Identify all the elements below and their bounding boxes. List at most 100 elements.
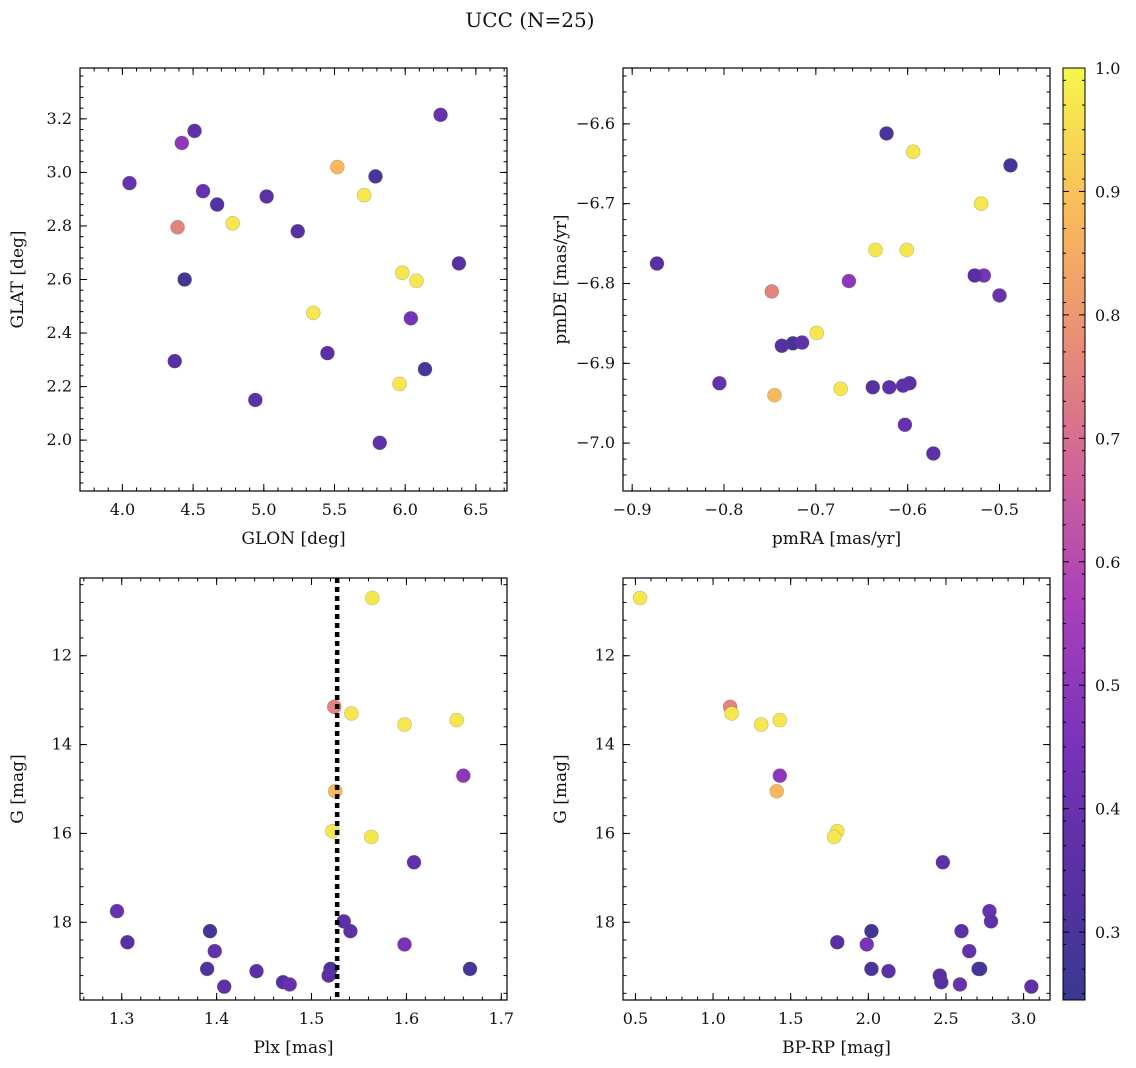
- y-tick-label: 3.2: [47, 109, 72, 128]
- y-tick-label: 2.0: [47, 430, 72, 449]
- x-tick-label: 1.5: [299, 1009, 324, 1028]
- data-point: [248, 392, 263, 408]
- data-point: [120, 934, 135, 950]
- data-point: [170, 219, 185, 235]
- data-point: [364, 829, 379, 845]
- data-point: [833, 381, 848, 397]
- data-point: [971, 961, 986, 977]
- x-axis-label: Plx [mas]: [253, 1038, 333, 1058]
- y-tick-label: 2.6: [47, 270, 72, 289]
- y-tick-label: 18: [52, 912, 72, 931]
- data-point: [249, 963, 264, 979]
- data-point: [864, 923, 879, 939]
- colorbar-tick-label: 0.7: [1095, 429, 1120, 448]
- data-point: [195, 183, 211, 199]
- colorbar-tick-label: 0.9: [1095, 182, 1120, 201]
- data-point: [632, 590, 648, 606]
- data-point: [320, 345, 335, 361]
- colorbar-tick-label: 0.4: [1095, 800, 1120, 819]
- colorbar-tick-label: 0.5: [1095, 676, 1120, 695]
- x-tick-label: 4.0: [110, 500, 135, 519]
- y-axis-label: G [mag]: [551, 754, 571, 823]
- y-axis-label: GLAT [deg]: [8, 230, 28, 328]
- x-tick-label: 4.5: [180, 500, 205, 519]
- data-point: [649, 256, 665, 271]
- data-point: [829, 934, 845, 950]
- data-point: [882, 379, 897, 395]
- x-tick-label: 1.6: [394, 1009, 419, 1028]
- data-point: [769, 783, 785, 799]
- data-point: [225, 215, 241, 231]
- panel-cmd: 0.5 1.0 1.5 2.0 2.5 3.0 12 14 16 18 BP-RP [mag] G […: [551, 577, 1051, 1058]
- data-point: [202, 923, 218, 939]
- x-tick-label: 0.5: [623, 1009, 648, 1028]
- y-tick-label: 14: [52, 735, 72, 754]
- data-point: [905, 144, 921, 160]
- colorbar-tick-label: 0.3: [1095, 923, 1120, 942]
- data-point: [952, 977, 968, 992]
- colorbar-tick-label: 0.6: [1095, 553, 1120, 572]
- data-point: [926, 446, 941, 461]
- panel-glon-glat: 4.0 4.5 5.0 5.5 6.0 6.5 2.0 2.2 2.4 2.6 2.8 3.0 3.2 G…: [8, 67, 508, 549]
- data-point: [456, 768, 471, 783]
- plot-frame: [622, 577, 1051, 1001]
- x-tick-label: 5.5: [322, 500, 347, 519]
- panel-plx-g: 1.3 1.4 1.5 1.6 1.7 12 14 16 18 Plx [mas] G [mag]: [8, 577, 514, 1058]
- x-tick-label: 1.5: [778, 1009, 803, 1028]
- y-axis-label: G [mag]: [8, 754, 28, 823]
- data-point: [330, 159, 345, 175]
- data-point: [406, 854, 422, 870]
- data-point: [932, 968, 948, 983]
- x-tick-label: −0.9: [613, 500, 652, 519]
- data-point: [403, 311, 419, 326]
- x-tick-label: −0.6: [888, 500, 927, 519]
- y-tick-label: 16: [52, 823, 72, 842]
- data-point: [841, 273, 857, 289]
- data-point: [967, 268, 983, 283]
- x-tick-label: 6.5: [463, 500, 488, 519]
- data-point: [321, 968, 336, 983]
- y-tick-label: 12: [52, 646, 72, 665]
- x-tick-label: 1.4: [204, 1009, 229, 1028]
- data-point: [992, 288, 1007, 303]
- colorbar-gradient: [1062, 67, 1086, 1001]
- data-point: [167, 353, 183, 369]
- y-tick-label: −6.9: [576, 353, 615, 372]
- data-point: [290, 224, 306, 239]
- y-tick-label: 2.8: [47, 216, 72, 235]
- data-point: [753, 717, 769, 732]
- data-point: [973, 196, 989, 211]
- colorbar-tick-label: 1.0: [1095, 59, 1120, 78]
- data-point: [216, 979, 232, 994]
- y-tick-label: −7.0: [576, 433, 615, 452]
- data-point: [395, 265, 410, 281]
- data-point: [174, 135, 190, 151]
- x-axis-label: pmRA [mas/yr]: [772, 529, 901, 549]
- data-point: [344, 706, 359, 721]
- x-tick-label: −0.5: [980, 500, 1019, 519]
- data-point: [879, 126, 894, 141]
- x-tick-label: 1.0: [700, 1009, 725, 1028]
- data-point: [826, 829, 842, 845]
- data-point: [764, 284, 780, 299]
- colorbar: 0.3 0.4 0.5 0.6 0.7 0.8 0.9 1.0: [1062, 59, 1120, 1001]
- y-tick-label: 18: [595, 912, 615, 931]
- data-point: [451, 256, 467, 271]
- data-point: [392, 376, 407, 392]
- data-point: [897, 417, 913, 433]
- data-point: [209, 197, 225, 212]
- y-tick-label: 2.2: [47, 377, 72, 396]
- data-point: [449, 712, 465, 728]
- data-point: [122, 175, 137, 191]
- y-tick-label: 3.0: [47, 162, 72, 181]
- data-point: [865, 379, 881, 395]
- x-tick-label: 2.0: [856, 1009, 881, 1028]
- data-point: [961, 943, 977, 959]
- plot-frame: [622, 67, 1051, 492]
- plot-frame: [79, 577, 508, 1001]
- data-point: [809, 325, 825, 341]
- x-tick-label: 1.7: [489, 1009, 514, 1028]
- data-point: [356, 187, 372, 203]
- y-tick-label: −6.6: [576, 114, 615, 133]
